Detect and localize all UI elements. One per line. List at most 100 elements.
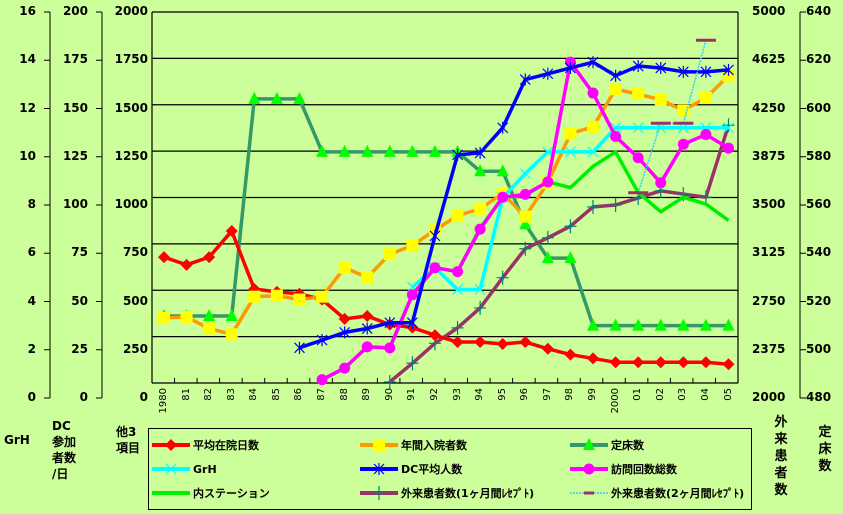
y-tick-label-beds: 600 bbox=[806, 100, 832, 115]
y-tick-label-other: 250 bbox=[122, 341, 148, 356]
series-line bbox=[388, 124, 731, 384]
x-marker bbox=[474, 284, 486, 295]
square-marker bbox=[519, 210, 532, 223]
square-marker bbox=[564, 127, 577, 140]
y-tick-label-beds: 480 bbox=[806, 390, 832, 404]
axis-title-dc-line: DC bbox=[52, 419, 71, 433]
star-marker bbox=[474, 146, 486, 159]
y-tick-label-beds: 540 bbox=[806, 245, 832, 260]
axis-title-grh: GrH bbox=[4, 433, 30, 447]
y-tick-label-outpatient: 4625 bbox=[752, 52, 786, 67]
y-tick-label-outpatient: 3875 bbox=[752, 148, 786, 163]
circle-marker bbox=[497, 191, 509, 203]
star-marker bbox=[542, 67, 554, 80]
triangle-marker bbox=[519, 217, 532, 230]
x-tick-label: 87 bbox=[316, 388, 328, 401]
circle-marker bbox=[700, 129, 712, 141]
axis-title-beds: 定床数 bbox=[818, 425, 832, 474]
triangle-marker bbox=[564, 251, 577, 264]
star-marker bbox=[723, 63, 734, 76]
square-marker bbox=[451, 209, 464, 222]
axis-title-dc: DC 参加 者数 /日 bbox=[52, 418, 76, 482]
legend: 平均在院日数 年間入院者数 定床数 GrH DC平均人数 訪問回数総数 内ステーション 外来患… bbox=[148, 428, 752, 510]
y-tick-label-grh: 12 bbox=[19, 100, 36, 115]
x-marker bbox=[519, 168, 531, 180]
square-marker bbox=[654, 93, 667, 106]
plus-marker bbox=[383, 374, 396, 389]
x-tick-label: 05 bbox=[722, 388, 734, 401]
y-tick-label-grh: 8 bbox=[27, 197, 36, 211]
plus-marker bbox=[474, 300, 487, 315]
x-marker bbox=[452, 284, 463, 295]
series-line bbox=[637, 40, 707, 194]
square-marker bbox=[180, 310, 193, 323]
circle-marker bbox=[542, 176, 554, 188]
diamond-marker bbox=[474, 336, 487, 349]
star-marker bbox=[373, 463, 385, 475]
circle-marker bbox=[316, 374, 328, 386]
x-tick-label: 81 bbox=[180, 388, 192, 401]
y-tick-label-dc: 25 bbox=[71, 341, 88, 356]
diamond-marker bbox=[587, 352, 600, 365]
star-marker bbox=[677, 65, 689, 78]
y-tick-label-other: 1000 bbox=[114, 197, 148, 211]
x-tick-label: 96 bbox=[519, 388, 531, 401]
diamond-marker bbox=[541, 342, 554, 355]
legend-swatch bbox=[360, 463, 398, 475]
legend-swatch bbox=[152, 463, 190, 475]
star-marker bbox=[361, 322, 373, 335]
plus-marker bbox=[496, 270, 509, 285]
x-tick-label: 88 bbox=[338, 388, 350, 401]
x-tick-label: 2000 bbox=[609, 388, 621, 414]
circle-marker bbox=[655, 177, 667, 189]
y-tick-label-other: 500 bbox=[122, 293, 148, 308]
series-0 bbox=[158, 225, 735, 371]
circle-marker bbox=[677, 138, 689, 150]
x-marker bbox=[723, 122, 734, 134]
circle-marker bbox=[406, 289, 418, 301]
triangle-marker bbox=[428, 144, 441, 157]
series-line bbox=[298, 60, 729, 350]
square-marker bbox=[225, 328, 238, 341]
series-4 bbox=[294, 56, 734, 354]
diamond-marker bbox=[225, 225, 238, 238]
plus-marker bbox=[699, 190, 712, 205]
star-marker bbox=[655, 61, 667, 74]
y-tick-label-dc: 150 bbox=[62, 100, 88, 115]
circle-marker bbox=[429, 262, 441, 274]
circle-marker bbox=[610, 130, 622, 142]
triangle-marker bbox=[338, 144, 351, 157]
triangle-marker bbox=[722, 318, 735, 331]
square-marker bbox=[383, 248, 396, 261]
legend-item: 内ステーション bbox=[151, 485, 270, 501]
y-tick-label-dc: 200 bbox=[62, 4, 88, 18]
y-tick-label-outpatient: 4250 bbox=[752, 100, 786, 115]
diamond-marker bbox=[519, 336, 532, 349]
star-marker bbox=[632, 60, 644, 73]
square-marker bbox=[203, 322, 216, 335]
plus-marker bbox=[722, 118, 735, 133]
diamond-marker bbox=[654, 356, 667, 369]
square-marker bbox=[632, 88, 645, 101]
plus-marker bbox=[564, 219, 577, 234]
circle-marker bbox=[339, 362, 351, 374]
axis-title-dc-line: 参加 bbox=[52, 435, 77, 449]
square-marker bbox=[158, 311, 170, 324]
x-tick-label: 82 bbox=[203, 388, 215, 401]
series-8 bbox=[628, 38, 716, 195]
x-marker bbox=[587, 146, 599, 158]
diamond-marker bbox=[451, 336, 464, 349]
y-tick-label-grh: 4 bbox=[27, 293, 36, 308]
legend-swatch bbox=[570, 491, 608, 495]
plus-marker bbox=[451, 320, 464, 335]
circle-marker bbox=[384, 342, 396, 354]
star-marker bbox=[384, 316, 396, 329]
y-tick-label-beds: 580 bbox=[806, 148, 832, 163]
series-line bbox=[164, 97, 729, 328]
y-tick-label-other: 1250 bbox=[114, 148, 148, 163]
triangle-marker bbox=[406, 144, 419, 157]
legend-label: 外来患者数(2ヶ月間ﾚｾﾌﾟﾄ) bbox=[611, 487, 745, 500]
star-marker bbox=[700, 65, 712, 78]
legend-item: DC平均人数 bbox=[359, 461, 462, 477]
